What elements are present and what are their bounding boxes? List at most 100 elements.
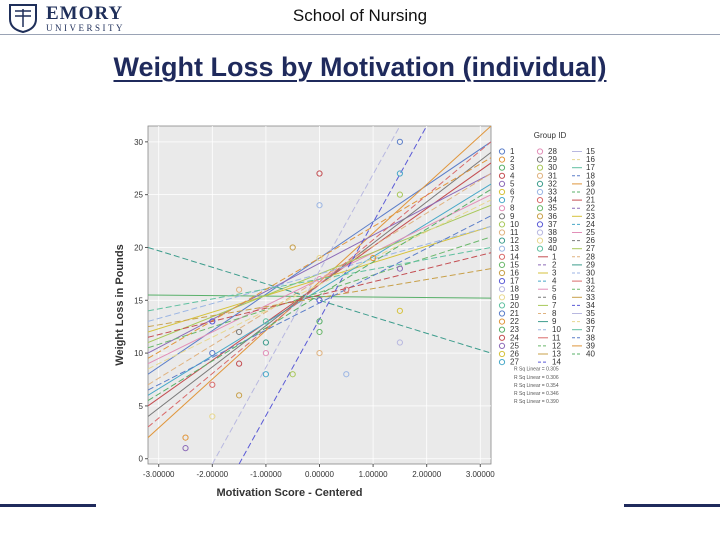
legend-line-label: 2 — [552, 260, 557, 269]
legend-marker — [498, 342, 506, 349]
legend-marker — [498, 253, 506, 260]
legend-label: 37 — [548, 220, 557, 229]
legend-label: 27 — [510, 358, 519, 367]
data-point — [209, 349, 216, 357]
legend-label: 28 — [548, 147, 557, 156]
legend-line-label: 28 — [586, 252, 595, 261]
legend-line-label: 18 — [586, 171, 595, 180]
legend-line-label: 39 — [586, 341, 595, 350]
legend-label: 4 — [510, 171, 515, 180]
legend-marker — [498, 318, 506, 325]
legend-rsq: R Sq Linear = 0.390 — [514, 399, 559, 405]
legend-label: 7 — [510, 196, 515, 205]
legend-marker — [536, 164, 544, 171]
legend-marker — [498, 164, 506, 171]
data-point — [182, 445, 189, 452]
legend-marker — [536, 197, 544, 204]
legend-line-label: 30 — [586, 269, 595, 278]
legend-line-label: 27 — [586, 244, 595, 253]
x-tick-label: 2.00000 — [412, 470, 441, 479]
legend-line-label: 21 — [586, 196, 595, 205]
data-point — [316, 202, 323, 209]
x-tick-label: -1.00000 — [250, 470, 282, 479]
legend-marker — [498, 229, 506, 236]
legend-line-label: 14 — [552, 358, 561, 367]
legend-line-label: 10 — [552, 325, 561, 334]
legend-rsq: R Sq Linear = 0.346 — [514, 391, 559, 397]
legend-marker — [536, 237, 544, 244]
data-point — [316, 297, 323, 304]
legend-marker — [498, 310, 506, 317]
legend-line-label: 24 — [586, 220, 595, 229]
legend-label: 5 — [510, 179, 515, 188]
data-point — [236, 286, 243, 293]
data-point — [396, 138, 403, 145]
legend-label: 14 — [510, 252, 519, 261]
legend-line-label: 34 — [586, 301, 595, 310]
data-point — [343, 371, 350, 378]
legend-marker — [536, 205, 544, 212]
legend-label: 38 — [548, 228, 557, 237]
legend-label: 29 — [548, 155, 557, 164]
legend-label: 24 — [510, 333, 519, 342]
data-point — [209, 318, 216, 325]
legend-label: 35 — [548, 204, 557, 213]
legend-line-label: 3 — [552, 269, 557, 278]
legend-label: 2 — [510, 155, 515, 164]
legend-marker — [498, 221, 506, 228]
footer-rule-right — [624, 504, 720, 507]
legend-line-label: 31 — [586, 277, 595, 286]
legend-marker — [498, 197, 506, 204]
data-point — [262, 318, 270, 325]
legend-marker — [498, 334, 506, 341]
legend-marker — [498, 294, 506, 301]
legend-label: 36 — [548, 212, 557, 221]
weight-loss-chart: -3.00000 -2.00000 -1.00000 0.00000 1.00000 2.… — [114, 125, 595, 499]
legend-label: 13 — [510, 244, 519, 253]
x-tick-label: 0.00000 — [305, 470, 334, 479]
legend-line-label: 33 — [586, 293, 595, 302]
y-axis-label: Weight Loss in Pounds — [114, 244, 126, 365]
y-tick-label: 25 — [134, 191, 143, 200]
data-point — [262, 349, 270, 357]
legend-marker — [498, 237, 506, 244]
legend-rsq: R Sq Linear = 0.306 — [514, 375, 559, 381]
data-point — [343, 286, 350, 293]
slide-header: EMORY UNIVERSITY School of Nursing — [0, 0, 720, 35]
legend-line-label: 19 — [586, 179, 595, 188]
x-tick-label: -2.00000 — [197, 470, 229, 479]
logo-wordmark: EMORY — [46, 3, 124, 24]
legend-line-label: 1 — [552, 252, 557, 261]
legend-marker — [498, 188, 506, 196]
legend-marker — [536, 229, 544, 236]
y-tick-label: 20 — [134, 243, 143, 252]
legend-marker — [498, 156, 506, 163]
y-tick-label: 10 — [134, 349, 143, 358]
legend-label: 19 — [510, 293, 519, 302]
data-point — [396, 307, 403, 314]
legend-label: 32 — [548, 179, 557, 188]
fit-line — [148, 225, 491, 322]
data-point — [289, 244, 296, 251]
legend-label: 6 — [510, 188, 515, 197]
fit-line — [148, 183, 491, 396]
legend-label: 30 — [548, 163, 557, 172]
legend-label: 25 — [510, 341, 519, 350]
legend-marker — [498, 286, 506, 293]
header-divider — [0, 34, 720, 35]
legend-marker — [498, 326, 506, 333]
legend-line-label: 16 — [586, 155, 595, 164]
data-point — [262, 371, 270, 378]
legend-line-label: 22 — [586, 204, 595, 213]
data-point — [236, 360, 243, 367]
fit-line — [148, 252, 491, 338]
legend-line-label: 35 — [586, 309, 595, 318]
fit-line — [148, 199, 491, 370]
school-name: School of Nursing — [292, 6, 428, 25]
data-point — [316, 170, 323, 177]
legend-marker — [536, 156, 544, 163]
legend-marker — [498, 172, 506, 179]
legend-label: 17 — [510, 277, 519, 286]
x-tick-label: 1.00000 — [359, 470, 388, 479]
slide-title: Weight Loss by Motivation (individual) — [0, 52, 720, 83]
